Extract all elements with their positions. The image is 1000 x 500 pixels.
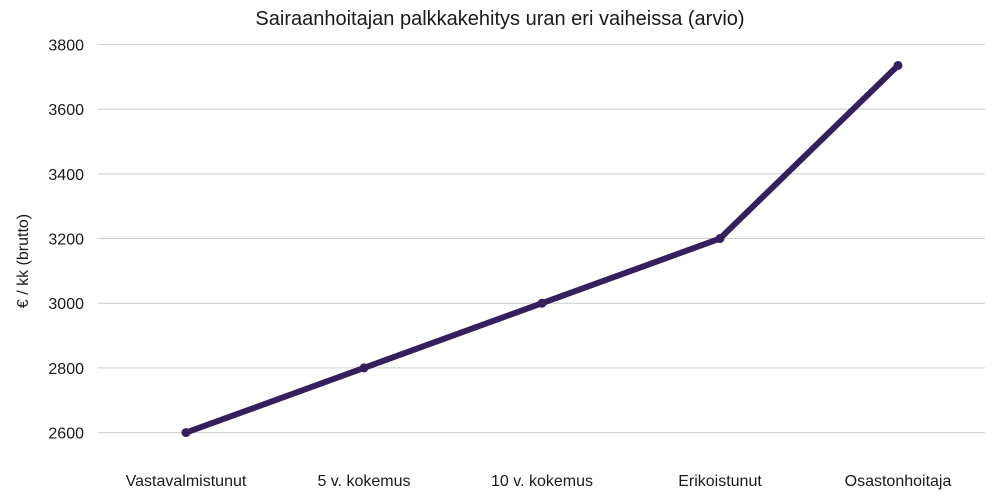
x-tick-label: Vastavalmistunut: [126, 473, 247, 490]
y-axis-label: € / kk (brutto): [15, 214, 32, 308]
x-tick-labels: Vastavalmistunut 5 v. kokemus 10 v. kokemu…: [126, 473, 952, 490]
y-tick-label: 3600: [48, 102, 84, 119]
data-point: [715, 234, 725, 244]
y-tick-label: 2800: [48, 361, 84, 378]
y-tick-labels: 2600 2800 3000 3200 3400 3600 3800: [48, 37, 84, 442]
data-point: [537, 298, 547, 308]
x-tick-label: 10 v. kokemus: [491, 473, 593, 490]
chart-title: Sairaanhoitajan palkkakehitys uran eri v…: [255, 8, 744, 30]
data-point: [893, 60, 903, 70]
series: [181, 60, 903, 438]
y-tick-label: 3400: [48, 167, 84, 184]
series-line: [183, 62, 901, 436]
x-tick-label: Erikoistunut: [678, 473, 762, 490]
x-tick-label: Osastonhoitaja: [845, 473, 952, 490]
data-point: [181, 428, 191, 438]
y-tick-label: 3800: [48, 37, 84, 54]
y-tick-label: 2600: [48, 426, 84, 443]
x-tick-label: 5 v. kokemus: [317, 473, 410, 490]
gridlines: [98, 43, 985, 434]
data-point: [359, 363, 369, 373]
y-tick-label: 3200: [48, 232, 84, 249]
y-tick-label: 3000: [48, 296, 84, 313]
